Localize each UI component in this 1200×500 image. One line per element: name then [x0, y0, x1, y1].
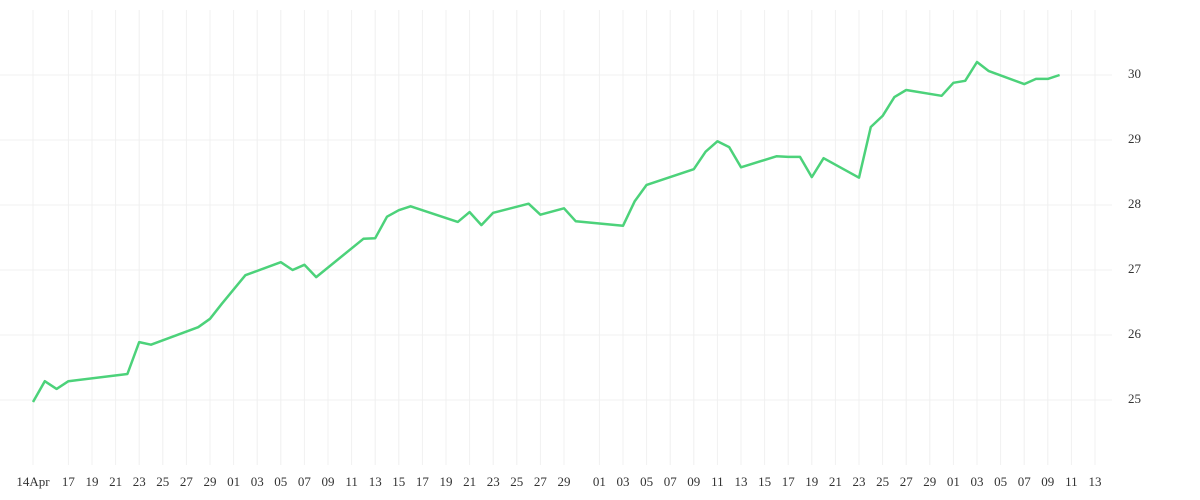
y-tick-label: 30	[1128, 66, 1141, 81]
x-tick-label: 19	[805, 474, 818, 489]
x-tick-label: 13	[369, 474, 382, 489]
x-tick-label: 07	[298, 474, 312, 489]
x-tick-label: 29	[558, 474, 571, 489]
x-tick-label: 27	[900, 474, 914, 489]
x-tick-label: 23	[853, 474, 866, 489]
x-tick-label: 15	[758, 474, 771, 489]
x-tick-label: 11	[1065, 474, 1078, 489]
x-tick-label: 27	[180, 474, 194, 489]
y-tick-label: 28	[1128, 196, 1141, 211]
y-tick-label: 25	[1128, 391, 1141, 406]
x-tick-label: 29	[923, 474, 936, 489]
x-tick-label: 11	[345, 474, 358, 489]
x-tick-label: 17	[782, 474, 796, 489]
x-tick-label: 13	[735, 474, 748, 489]
x-tick-label: 01	[947, 474, 960, 489]
x-tick-label: 05	[994, 474, 1007, 489]
x-tick-label: 29	[204, 474, 217, 489]
x-tick-label: 03	[251, 474, 264, 489]
x-tick-label: 09	[322, 474, 335, 489]
x-tick-label: 03	[617, 474, 630, 489]
x-tick-label: 21	[463, 474, 476, 489]
x-tick-label: 11	[711, 474, 724, 489]
x-tick-label: 19	[86, 474, 99, 489]
x-tick-label: 03	[971, 474, 984, 489]
x-tick-label: 25	[876, 474, 889, 489]
x-tick-label: 23	[133, 474, 146, 489]
x-tick-label: 05	[640, 474, 653, 489]
x-tick-label: 21	[109, 474, 122, 489]
x-tick-label: 25	[510, 474, 523, 489]
x-tick-label: 15	[392, 474, 405, 489]
price-line	[31, 60, 1060, 403]
x-tick-label: 05	[274, 474, 287, 489]
x-tick-label: 13	[1089, 474, 1102, 489]
y-tick-label: 26	[1128, 326, 1142, 341]
y-tick-label: 27	[1128, 261, 1142, 276]
x-tick-label: 01	[593, 474, 606, 489]
x-tick-label: 19	[440, 474, 453, 489]
x-tick-label: 09	[1041, 474, 1054, 489]
x-tick-label: 21	[829, 474, 842, 489]
x-tick-label: 09	[687, 474, 700, 489]
x-tick-label: 23	[487, 474, 500, 489]
x-tick-label: 14Apr	[16, 474, 50, 489]
x-tick-label: 07	[664, 474, 678, 489]
x-tick-label: 01	[227, 474, 240, 489]
y-tick-label: 29	[1128, 131, 1141, 146]
x-tick-label: 17	[416, 474, 430, 489]
x-tick-label: 17	[62, 474, 76, 489]
x-tick-label: 27	[534, 474, 548, 489]
x-tick-label: 07	[1018, 474, 1032, 489]
x-tick-label: 25	[156, 474, 169, 489]
